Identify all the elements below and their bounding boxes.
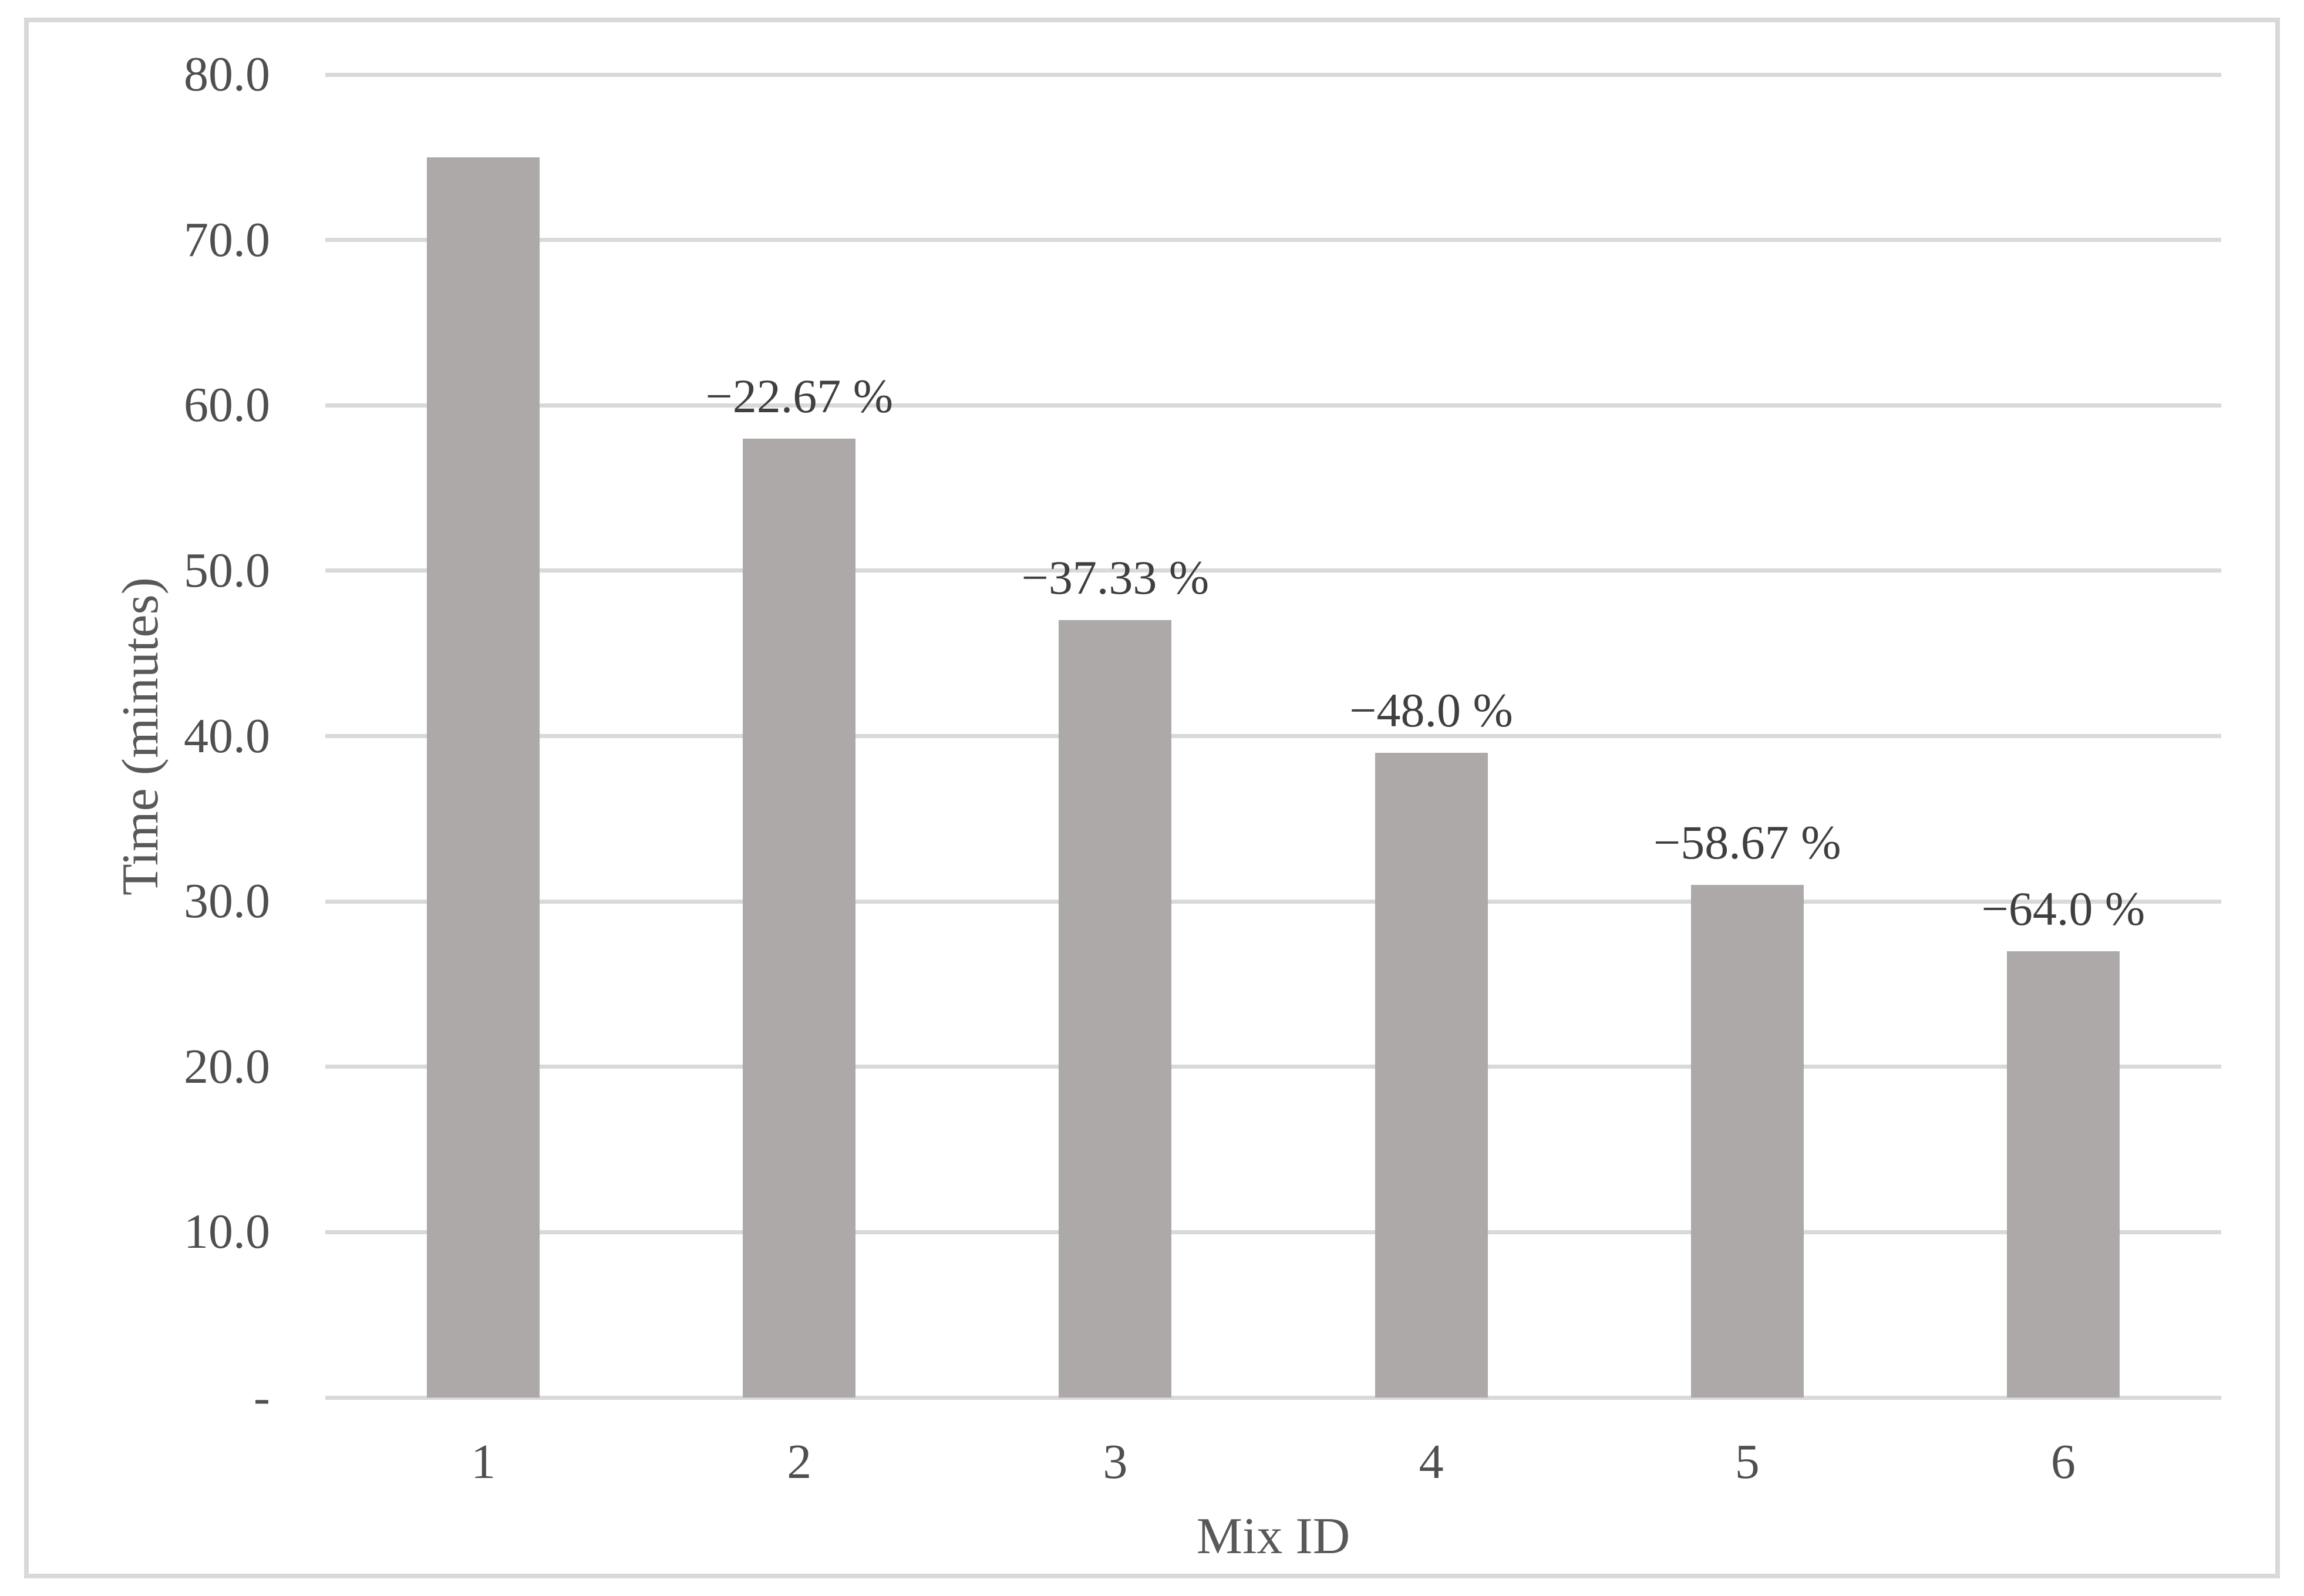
x-tick-label: 2 [787,1435,812,1489]
bar [743,438,856,1398]
bar [427,157,540,1398]
figure-border-frame [24,18,2280,1578]
x-tick-label: 5 [1734,1435,1760,1489]
bar [1375,752,1488,1398]
y-gridline [325,1230,2221,1234]
x-tick-label: 6 [2050,1435,2076,1489]
y-tick-label: 40.0 [184,708,270,763]
y-tick-label: - [254,1370,270,1425]
x-tick-label: 4 [1419,1435,1444,1489]
y-tick-label: 30.0 [184,874,270,929]
y-tick-label: 10.0 [184,1204,270,1260]
bar-annotation: −37.33 % [1021,551,1210,605]
y-gridline [325,72,2221,77]
y-tick-label: 70.0 [184,212,270,267]
x-tick-label: 1 [471,1435,496,1489]
y-gridline [325,1065,2221,1069]
y-gridline [325,899,2221,904]
y-gridline [325,1395,2221,1400]
y-tick-label: 50.0 [184,543,270,598]
y-gridline [325,403,2221,408]
bar-annotation: −22.67 % [705,369,894,423]
x-tick-label: 3 [1103,1435,1128,1489]
x-axis-title: Mix ID [1196,1508,1350,1565]
bar [2006,951,2120,1398]
y-gridline [325,734,2221,738]
bar [1690,884,1804,1398]
y-gridline [325,238,2221,243]
bar [1059,620,1172,1398]
bar-annotation: −58.67 % [1653,815,1841,869]
y-tick-label: 60.0 [184,378,270,433]
y-axis-title: Time (minutes) [112,577,169,895]
bar-annotation: −48.0 % [1349,683,1513,737]
y-gridline [325,568,2221,573]
bar-annotation: −64.0 % [1981,881,2145,935]
y-tick-label: 20.0 [184,1039,270,1094]
y-tick-label: 80.0 [184,47,270,102]
